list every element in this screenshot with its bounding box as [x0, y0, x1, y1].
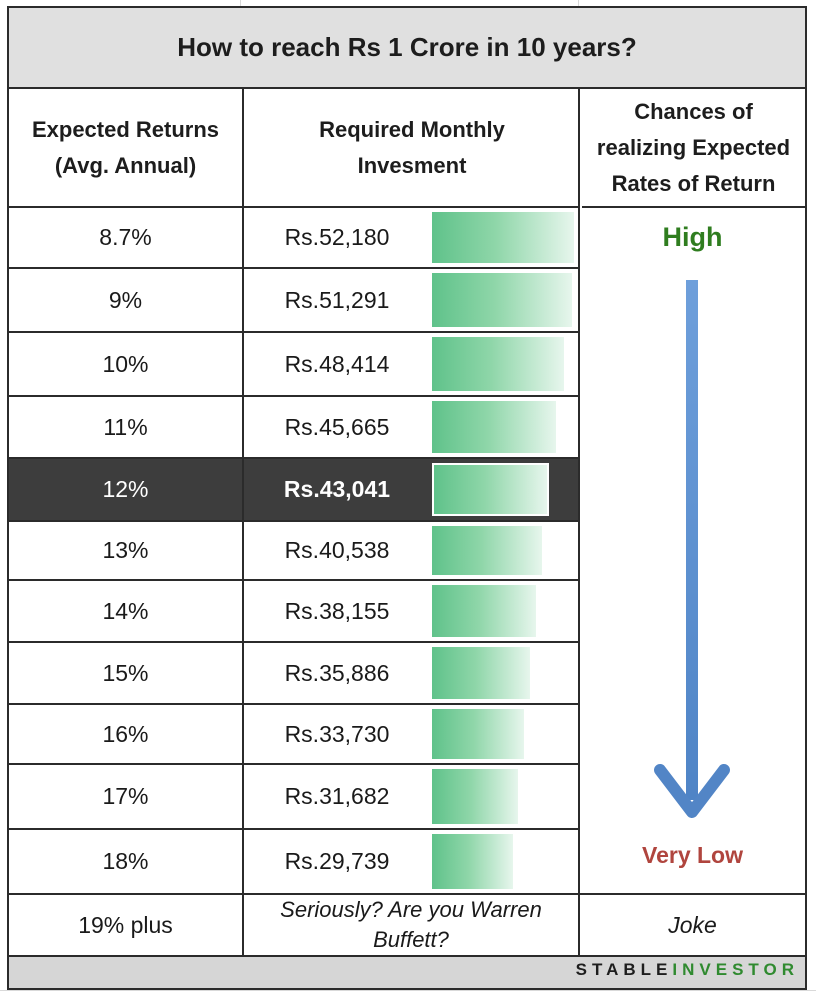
header-line: Rates of Return: [611, 170, 776, 196]
note-line: Seriously? Are you Warren: [280, 897, 542, 922]
gridline: [578, 0, 579, 6]
return-cell: 18%: [102, 848, 149, 874]
investment-cell: Rs.38,155: [284, 597, 390, 624]
brand-logo: STABLEINVESTOR: [576, 960, 799, 980]
column-divider: [242, 89, 244, 957]
chance-high-label: High: [662, 222, 723, 252]
chance-low-label: Very Low: [642, 842, 743, 868]
note-line: Buffett?: [373, 927, 449, 952]
header-line: (Avg. Annual): [54, 152, 197, 178]
return-cell: 14%: [102, 597, 149, 624]
table-row: 10% Rs.48,414: [9, 333, 580, 397]
gridline: [240, 0, 241, 6]
data-bar: [432, 834, 513, 889]
table-row-last: 19% plus Seriously? Are you Warren Buffe…: [9, 895, 805, 957]
return-cell: 10%: [102, 350, 149, 377]
brand-part-2: INVESTOR: [672, 960, 799, 979]
data-bar: [432, 709, 524, 759]
chances-column: High Very Low: [580, 208, 805, 895]
table-row: 8.7% Rs.52,180: [9, 208, 580, 269]
table-row: 9% Rs.51,291: [9, 269, 580, 333]
header-line: Chances of: [634, 98, 753, 124]
data-bar: [432, 273, 572, 327]
table-title: How to reach Rs 1 Crore in 10 years?: [9, 8, 805, 89]
header-chances: Chances of realizing Expected Rates of R…: [582, 89, 805, 208]
chance-cell: Joke: [668, 911, 717, 938]
return-cell: 8.7%: [99, 224, 152, 250]
investment-cell: Rs.35,886: [284, 659, 390, 686]
table-row: 12% Rs.43,041: [9, 459, 580, 522]
data-bar: [432, 337, 564, 391]
data-bar: [432, 463, 549, 516]
header-expected-returns: Expected Returns (Avg. Annual): [9, 89, 242, 208]
table-row: 16% Rs.33,730: [9, 705, 580, 765]
return-cell: 19% plus: [78, 911, 173, 938]
table-row: 11% Rs.45,665: [9, 397, 580, 459]
note-cell: Seriously? Are you Warren Buffett?: [244, 895, 578, 955]
table-row: 14% Rs.38,155: [9, 581, 580, 643]
data-bar: [432, 585, 536, 637]
investment-cell: Rs.31,682: [284, 783, 390, 809]
table-row: 15% Rs.35,886: [9, 643, 580, 705]
table-row: 13% Rs.40,538: [9, 522, 580, 581]
header-required-investment: Required Monthly Invesment: [244, 89, 580, 208]
investment-cell: Rs.45,665: [284, 413, 390, 440]
arrow-down-icon: [654, 280, 730, 818]
return-cell: 13%: [102, 537, 149, 563]
header-line: Expected Returns: [31, 116, 220, 142]
investment-cell: Rs.43,041: [283, 476, 391, 502]
returns-table: How to reach Rs 1 Crore in 10 years? Exp…: [7, 6, 807, 990]
return-cell: 16%: [102, 720, 149, 747]
data-bar: [432, 401, 556, 453]
return-cell: 12%: [102, 476, 149, 502]
investment-cell: Rs.33,730: [284, 720, 390, 747]
data-bar: [432, 526, 542, 575]
data-bar: [432, 212, 574, 263]
investment-cell: Rs.40,538: [284, 537, 390, 563]
brand-part-1: STABLE: [575, 960, 673, 979]
table-row: 17% Rs.31,682: [9, 765, 580, 830]
return-cell: 15%: [102, 659, 149, 686]
column-divider: [578, 89, 580, 957]
investment-cell: Rs.48,414: [284, 350, 390, 377]
gridline: [0, 990, 816, 991]
data-bar: [432, 647, 530, 699]
data-bar: [432, 769, 518, 824]
return-cell: 17%: [102, 783, 149, 809]
investment-cell: Rs.51,291: [284, 286, 390, 313]
return-cell: 9%: [108, 286, 143, 313]
header-line: Required Monthly: [319, 116, 505, 142]
header-line: realizing Expected: [596, 134, 791, 160]
investment-cell: Rs.29,739: [284, 848, 390, 874]
investment-cell: Rs.52,180: [284, 224, 390, 250]
footer-bar: STABLEINVESTOR: [9, 957, 805, 988]
header-line: Invesment: [357, 152, 467, 178]
return-cell: 11%: [103, 413, 148, 440]
table-row: 18% Rs.29,739: [9, 830, 580, 895]
